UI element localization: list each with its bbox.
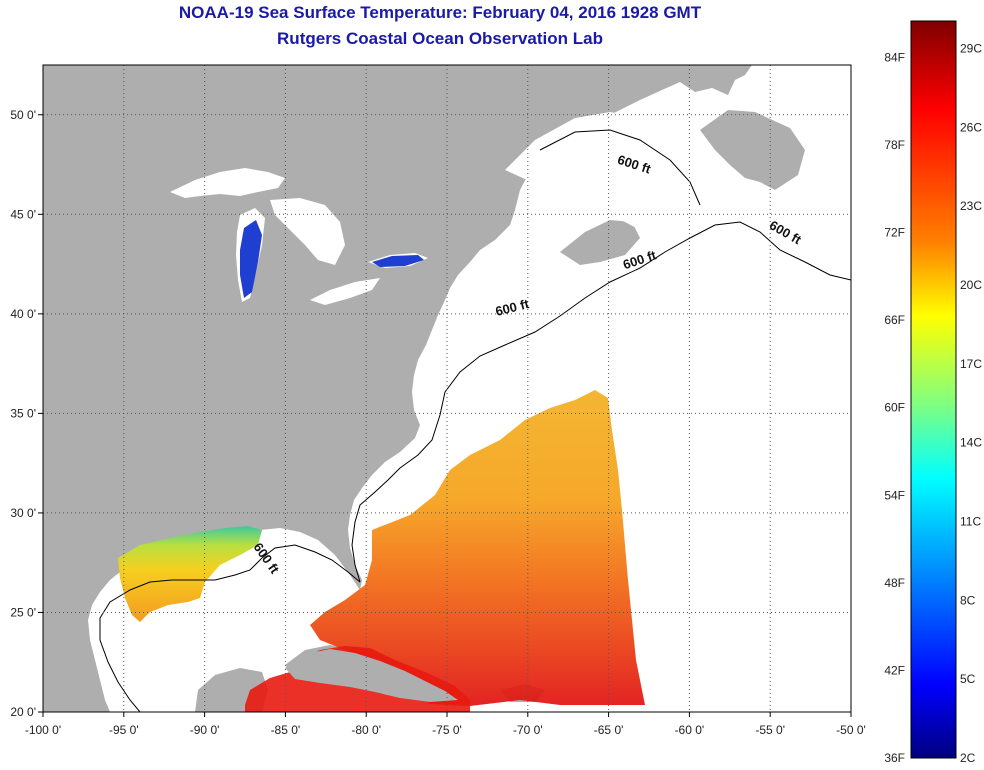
colorbar-f-label: 78F — [884, 138, 905, 152]
lon-tick-label: -65 0' — [594, 723, 624, 737]
lake-ontario-water — [372, 255, 424, 267]
colorbar-c-label: 29C — [960, 42, 982, 56]
gulf-st-lawrence — [505, 112, 715, 235]
colorbar-f-label: 60F — [884, 401, 905, 415]
lon-tick-label: -50 0' — [836, 723, 866, 737]
contour-600ft-atlantic — [351, 221, 851, 583]
contour-600ft-stlawrence — [539, 129, 701, 206]
colorbar — [910, 20, 957, 759]
sst-atlantic — [310, 390, 645, 706]
land-north-america — [43, 65, 752, 712]
colorbar-f-label: 42F — [884, 663, 905, 677]
lon-tick-label: -75 0' — [432, 723, 462, 737]
map-title: NOAA-19 Sea Surface Temperature: Februar… — [178, 3, 702, 22]
colorbar-f-label: 72F — [884, 226, 905, 240]
colorbar-celsius-labels: 29C 26C 23C 20C 17C 14C 11C 8C 5C 2C — [960, 42, 982, 765]
lat-tick-label: 35 0' — [10, 406, 36, 420]
colorbar-c-label: 2C — [960, 751, 976, 765]
sst-gulf-of-mexico — [118, 526, 262, 622]
lon-tick-label: -55 0' — [755, 723, 785, 737]
lon-tick-label: -95 0' — [109, 723, 139, 737]
lat-tick-label: 20 0' — [10, 705, 36, 719]
lon-tick-label: -70 0' — [513, 723, 543, 737]
colorbar-c-label: 5C — [960, 672, 976, 686]
colorbar-f-label: 36F — [884, 751, 905, 765]
lake-superior — [170, 168, 285, 198]
lat-tick-label: 25 0' — [10, 605, 36, 619]
colorbar-c-label: 8C — [960, 593, 976, 607]
lat-tick-label: 40 0' — [10, 307, 36, 321]
land-cuba-top — [285, 649, 458, 702]
lon-tick-label: -60 0' — [675, 723, 705, 737]
colorbar-c-label: 17C — [960, 357, 982, 371]
colorbar-f-label: 54F — [884, 488, 905, 502]
colorbar-c-label: 23C — [960, 199, 982, 213]
contour-600ft-gulf — [99, 544, 361, 712]
colorbar-c-label: 20C — [960, 278, 982, 292]
land-nova-scotia — [560, 220, 640, 265]
colorbar-fahrenheit-labels: 84F 78F 72F 66F 60F 54F 48F 42F 36F — [884, 50, 905, 765]
latitude-ticks: 20 0' 25 0' 30 0' 35 0' 40 0' 45 0' 50 0' — [10, 108, 43, 719]
lon-tick-label: -80 0' — [351, 723, 381, 737]
colorbar-c-label: 26C — [960, 120, 982, 134]
lat-tick-label: 50 0' — [10, 108, 36, 122]
lat-tick-label: 45 0' — [10, 207, 36, 221]
map-layers — [43, 65, 851, 712]
colorbar-f-label: 66F — [884, 313, 905, 327]
lon-tick-label: -90 0' — [190, 723, 220, 737]
map-subtitle: Rutgers Coastal Ocean Observation Lab — [277, 29, 603, 48]
lake-huron — [270, 198, 345, 265]
colorbar-c-label: 14C — [960, 436, 982, 450]
lake-erie — [310, 278, 380, 305]
colorbar-c-label: 11C — [960, 515, 981, 529]
lon-tick-label: -100 0' — [25, 723, 61, 737]
lake-michigan-water — [240, 220, 262, 298]
longitude-ticks: -100 0' -95 0' -90 0' -85 0' -80 0' -75 0' -70… — [25, 712, 866, 737]
lon-tick-label: -85 0' — [271, 723, 301, 737]
graticule — [43, 65, 851, 712]
land-newfoundland — [700, 110, 805, 190]
colorbar-f-label: 48F — [884, 576, 905, 590]
lat-tick-label: 30 0' — [10, 506, 36, 520]
colorbar-f-label: 84F — [884, 50, 905, 64]
